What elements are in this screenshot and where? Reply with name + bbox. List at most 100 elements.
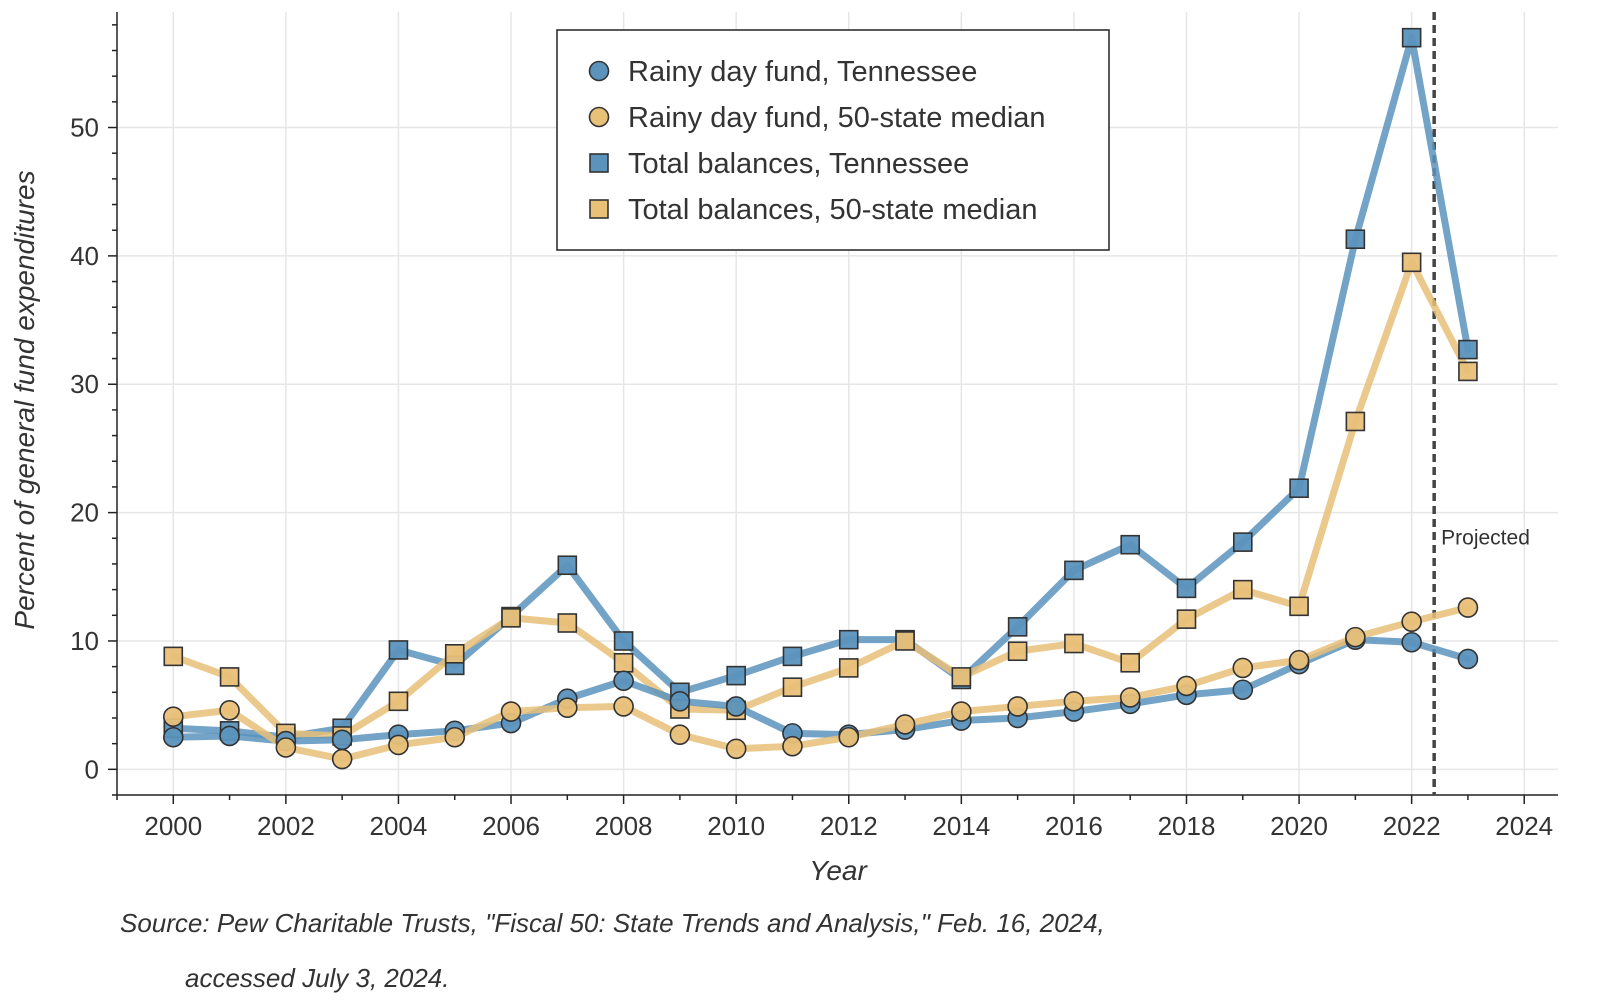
point-series0-2019 <box>1232 679 1254 701</box>
point-series1-2013 <box>894 714 916 735</box>
point-series0-2022 <box>1401 631 1422 653</box>
point-series3-2019 <box>1232 579 1253 600</box>
point-series1-2019 <box>1232 657 1254 679</box>
point-series0-2001 <box>219 725 240 747</box>
point-series3-2005 <box>444 644 465 664</box>
point-series0-2023 <box>1457 648 1479 670</box>
legend-marker-0 <box>588 60 610 82</box>
point-series2-2012 <box>838 629 859 650</box>
x-tick-label-2020: 2020 <box>1270 811 1328 841</box>
legend-marker-2 <box>589 153 609 173</box>
point-series1-2021 <box>1345 626 1366 648</box>
x-tick-label-2024: 2024 <box>1495 811 1553 841</box>
point-series1-2018 <box>1176 675 1197 697</box>
legend-label-3: Total balances, 50-state median <box>628 194 1037 226</box>
y-tick-label-50: 50 <box>70 113 99 143</box>
x-tick-label-2006: 2006 <box>482 811 540 841</box>
point-series3-2021 <box>1345 411 1366 432</box>
point-series2-2004 <box>388 640 409 660</box>
point-series3-2023 <box>1458 361 1478 382</box>
point-series2-2007 <box>557 555 578 576</box>
point-series1-2011 <box>782 735 803 757</box>
point-series1-2009 <box>669 724 691 745</box>
x-tick-label-2012: 2012 <box>820 811 878 841</box>
y-tick-label-40: 40 <box>70 241 99 271</box>
point-series1-2017 <box>1119 687 1141 708</box>
point-series1-2004 <box>388 734 409 756</box>
source-note-line-1: Source: Pew Charitable Trusts, "Fiscal 5… <box>120 908 1105 938</box>
x-tick-label-2002: 2002 <box>257 811 315 841</box>
point-series3-2001 <box>219 667 240 687</box>
legend: Rainy day fund, Tennessee Rainy day fund,… <box>556 29 1110 251</box>
point-series1-2003 <box>331 748 353 770</box>
point-series3-2022 <box>1401 252 1422 273</box>
point-series3-2012 <box>838 658 859 678</box>
point-series1-2015 <box>1007 696 1028 717</box>
x-tick-label-2008: 2008 <box>595 811 653 841</box>
y-tick-label-0: 0 <box>85 754 99 784</box>
point-series2-2011 <box>782 646 803 667</box>
point-series3-2004 <box>388 691 409 712</box>
point-series2-2022 <box>1401 27 1422 48</box>
point-series2-2010 <box>726 665 746 686</box>
point-series1-2005 <box>444 726 466 748</box>
point-series3-2008 <box>613 652 634 673</box>
point-series1-2002 <box>275 737 297 758</box>
source-note-line-2: accessed July 3, 2024. <box>185 963 450 993</box>
point-series2-2015 <box>1007 617 1028 637</box>
projected-label: Projected <box>1441 526 1530 549</box>
point-series3-2020 <box>1289 596 1309 617</box>
point-series3-2000 <box>163 646 184 667</box>
point-series3-2014 <box>951 667 972 687</box>
point-series3-2013 <box>895 631 915 651</box>
point-series3-2006 <box>501 608 521 628</box>
x-axis-title: Year <box>809 855 868 886</box>
x-tick-label-2004: 2004 <box>370 811 428 841</box>
point-series1-2001 <box>219 699 240 721</box>
axes: 2000 2002 2004 2006 2008 2010 2012 2014 2016 2018… <box>70 12 1558 841</box>
point-series3-2015 <box>1007 641 1028 662</box>
point-series0-2010 <box>725 696 747 717</box>
y-tick-label-30: 30 <box>70 369 99 399</box>
point-series2-2008 <box>613 631 634 651</box>
point-series3-2011 <box>782 677 803 697</box>
point-series1-2023 <box>1457 597 1479 618</box>
point-series0-2009 <box>669 690 691 712</box>
y-axis-title: Percent of general fund expenditures <box>9 170 40 629</box>
point-series1-2014 <box>951 701 972 722</box>
point-series0-2000 <box>162 726 184 748</box>
point-series2-2018 <box>1176 578 1197 599</box>
point-series3-2017 <box>1120 652 1141 673</box>
point-series0-2008 <box>613 670 634 692</box>
point-series3-2007 <box>557 613 578 633</box>
point-series1-2000 <box>162 706 184 728</box>
series-layer <box>162 27 1479 770</box>
point-series2-2017 <box>1120 534 1141 555</box>
point-series1-2012 <box>838 726 860 748</box>
point-series3-2018 <box>1176 609 1197 629</box>
point-series3-2016 <box>1064 633 1084 654</box>
legend-label-1: Rainy day fund, 50-state median <box>628 102 1046 134</box>
x-tick-label-2000: 2000 <box>144 811 202 841</box>
x-tick-label-2018: 2018 <box>1158 811 1216 841</box>
point-series2-2020 <box>1289 478 1309 499</box>
legend-marker-3 <box>589 199 609 219</box>
point-series1-2007 <box>557 697 578 719</box>
legend-box <box>556 29 1110 251</box>
y-tick-label-10: 10 <box>70 626 99 656</box>
point-series1-2008 <box>613 696 634 717</box>
y-tick-label-20: 20 <box>70 498 99 528</box>
projection-annotation: Projected <box>1432 12 1530 795</box>
point-series1-2016 <box>1063 690 1085 712</box>
point-series2-2021 <box>1345 229 1366 249</box>
x-tick-label-2010: 2010 <box>707 811 765 841</box>
x-tick-label-2014: 2014 <box>932 811 990 841</box>
point-series1-2022 <box>1401 611 1422 633</box>
point-series1-2010 <box>725 738 747 760</box>
point-series2-2023 <box>1458 339 1478 360</box>
legend-label-0: Rainy day fund, Tennessee <box>628 56 977 88</box>
point-series0-2003 <box>331 729 353 751</box>
point-series1-2020 <box>1288 649 1310 671</box>
